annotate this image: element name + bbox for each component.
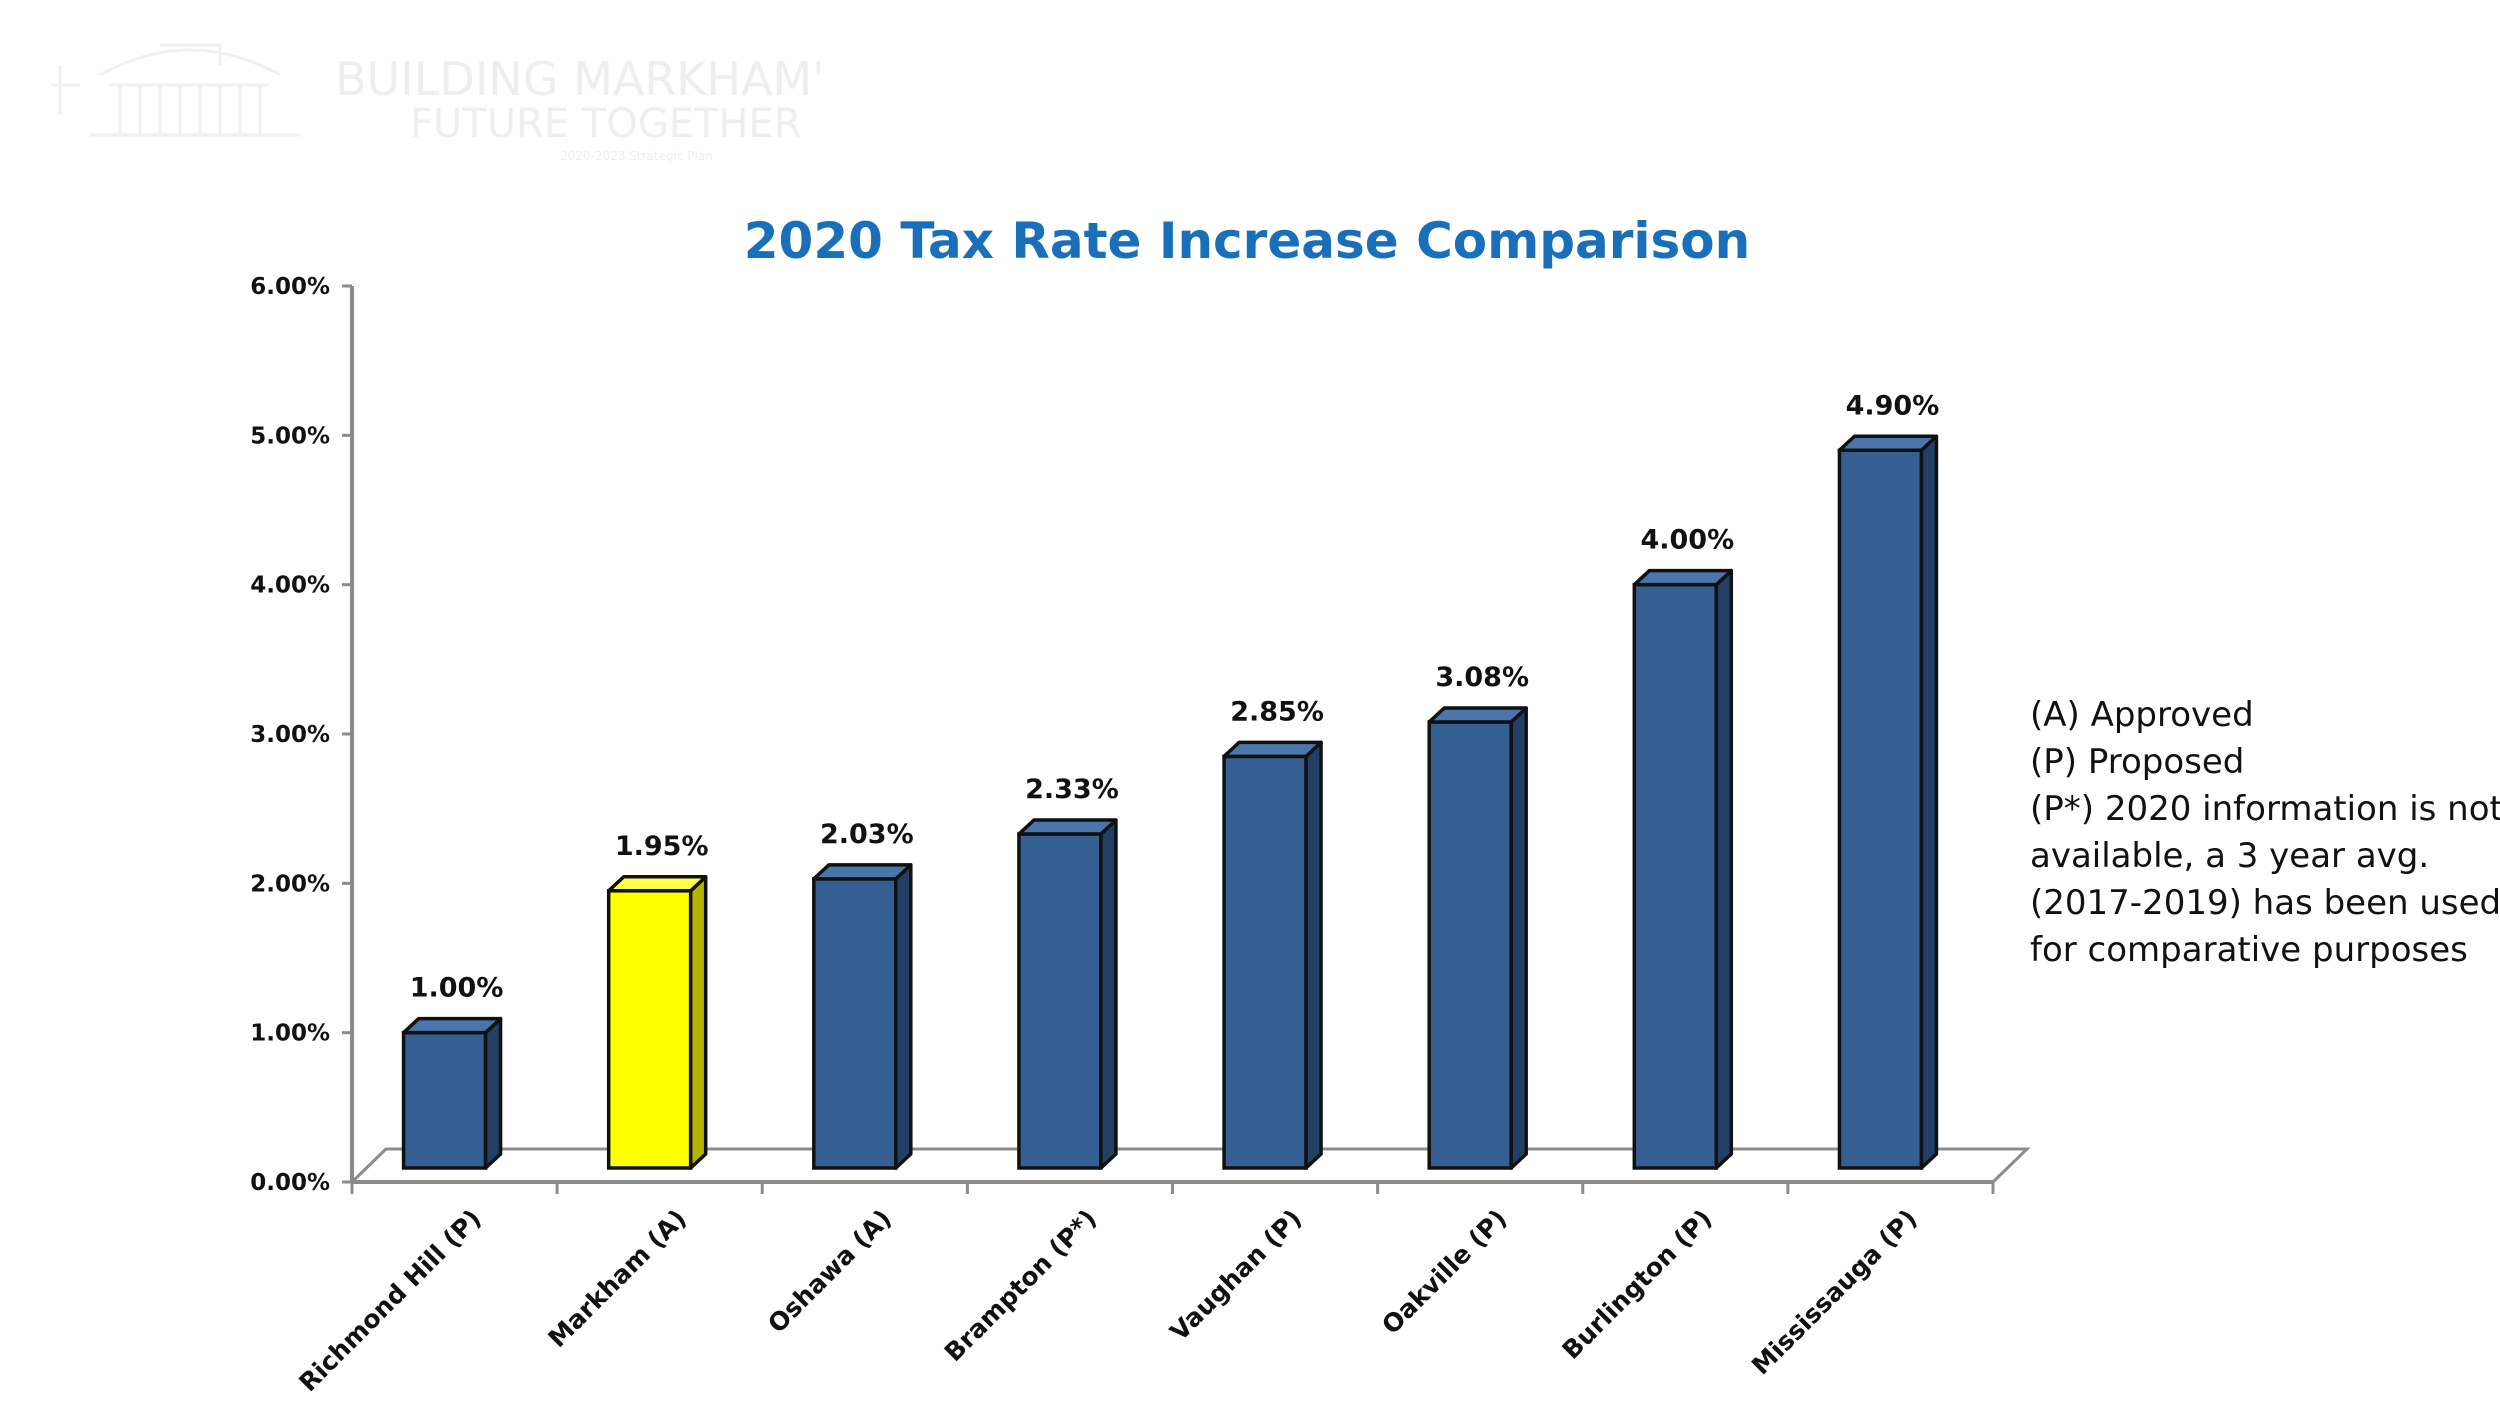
- category-label-8: Mississauga (P): [1746, 1204, 1923, 1381]
- notes-legend: (A) Approved (P) Proposed (P*) 2020 info…: [2030, 692, 2500, 974]
- bar-side: [1714, 568, 1734, 1170]
- data-label-2: 1.95%: [615, 831, 709, 862]
- bar-top: [606, 875, 708, 893]
- bar-front: [401, 1030, 488, 1170]
- data-label-6: 3.08%: [1435, 662, 1529, 693]
- data-label-7: 4.00%: [1640, 525, 1734, 556]
- chart-floor: [348, 1147, 2031, 1184]
- bar-front: [1427, 720, 1513, 1170]
- note-line-6: for comparative purposes: [2030, 930, 2468, 970]
- bar-top: [1017, 818, 1118, 836]
- y-tick-label: 4.00%: [250, 573, 330, 599]
- logo-line1: BUILDING MARKHAM'S: [335, 52, 820, 106]
- category-label-1: Richmond Hill (P): [293, 1204, 486, 1397]
- data-label-1: 1.00%: [410, 973, 504, 1004]
- y-tick-label: 3.00%: [250, 722, 330, 748]
- chart-bars: [401, 434, 1939, 1170]
- bar-front: [1837, 448, 1924, 1170]
- data-label-8: 4.90%: [1846, 390, 1940, 421]
- logo-line3: 2020-2023 Strategic Plan: [560, 149, 713, 163]
- bar-side: [1919, 434, 1939, 1170]
- logo-line2: FUTURE TOGETHER: [410, 101, 802, 147]
- bar-2: [606, 875, 708, 1170]
- y-tick-label: 0.00%: [250, 1170, 330, 1196]
- y-tick-label: 5.00%: [250, 423, 330, 449]
- bar-side: [894, 863, 913, 1170]
- chart-title: 2020 Tax Rate Increase Comparison: [743, 212, 1751, 270]
- bar-side: [1304, 740, 1323, 1170]
- chart-title-wrap: 2020 Tax Rate Increase Comparison: [0, 212, 2500, 270]
- bar-front: [1222, 754, 1308, 1170]
- bar-side: [483, 1016, 503, 1170]
- markham-logo: BUILDING MARKHAM'S FUTURE TOGETHER 2020-…: [50, 43, 820, 163]
- bar-8: [1837, 434, 1939, 1170]
- bar-top: [401, 1016, 503, 1035]
- bar-4: [1017, 818, 1118, 1170]
- bar-5: [1222, 740, 1323, 1170]
- bar-top: [1632, 568, 1734, 587]
- bar-side: [1509, 706, 1528, 1170]
- y-tick-label: 6.00%: [250, 274, 330, 300]
- bar-top: [1837, 434, 1939, 453]
- category-label-4: Brampton (P*): [939, 1204, 1102, 1367]
- data-label-3: 2.03%: [820, 819, 914, 850]
- y-tick-label: 2.00%: [250, 871, 330, 897]
- note-line-5: (2017-2019) has been used: [2030, 883, 2500, 923]
- category-label-3: Oshawa (A): [762, 1204, 897, 1339]
- chart-axes: 0.00% 1.00% 2.00% 3.00% 4.00% 5.00% 6.00%: [250, 274, 1995, 1196]
- category-label-7: Burlington (P): [1556, 1204, 1717, 1365]
- bar-front: [1632, 582, 1719, 1170]
- bar-front: [606, 889, 693, 1170]
- category-label-5: Vaughan (P): [1165, 1204, 1308, 1347]
- bar-side: [1099, 818, 1118, 1170]
- bar-top: [1222, 740, 1323, 759]
- bar-side: [688, 875, 708, 1170]
- category-label-2: Markham (A): [542, 1204, 691, 1353]
- category-label-6: Oakville (P): [1376, 1204, 1512, 1340]
- bar-top: [812, 863, 913, 881]
- chart-floor-plane: [348, 1147, 2031, 1184]
- note-approved: (A) Approved: [2030, 695, 2254, 735]
- bar-1: [401, 1016, 503, 1170]
- note-line-3: (P*) 2020 information is not: [2030, 789, 2500, 829]
- data-label-5: 2.85%: [1230, 696, 1324, 727]
- data-label-4: 2.33%: [1025, 774, 1119, 805]
- y-tick-label: 1.00%: [250, 1021, 330, 1047]
- bar-top: [1427, 706, 1528, 724]
- note-line-4: available, a 3 year avg.: [2030, 836, 2430, 876]
- bar-3: [812, 863, 913, 1170]
- bar-6: [1427, 706, 1528, 1170]
- bar-front: [812, 877, 898, 1170]
- bar-7: [1632, 568, 1734, 1170]
- note-proposed: (P) Proposed: [2030, 742, 2245, 782]
- bar-front: [1017, 832, 1103, 1170]
